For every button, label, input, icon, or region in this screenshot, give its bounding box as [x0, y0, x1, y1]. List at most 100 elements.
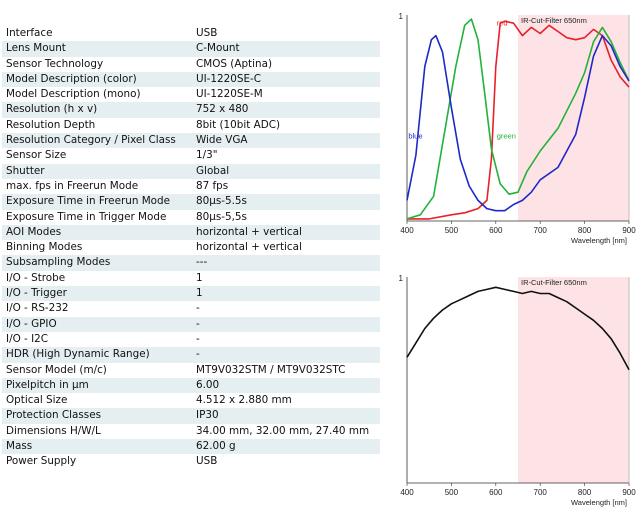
spec-value: USB	[196, 455, 218, 468]
spec-row: Resolution (h x v) 752 x 480	[2, 102, 380, 118]
spec-value: 6.00	[192, 377, 380, 394]
spec-row: max. fps in Freerun Mode 87 fps	[2, 179, 380, 194]
spec-row: Mass 62.00 g	[2, 439, 380, 455]
x-axis-label: Wavelength [nm]	[571, 236, 627, 245]
x-tick-label: 400	[400, 226, 414, 235]
spec-row: I/O - RS-232 -	[2, 301, 380, 316]
spec-key: Dimensions H/W/L	[6, 424, 101, 437]
spec-key: Power Supply	[6, 455, 77, 468]
spec-value: horizontal + vertical	[192, 224, 380, 241]
spec-row: I/O - GPIO -	[2, 316, 380, 332]
spec-key: Exposure Time in Freerun Mode	[2, 194, 192, 210]
x-tick-label: 700	[534, 226, 548, 235]
mono-spectral-chart: IR-Cut-Filter 650nm 1 400 500 600 700 800 900Wa…	[399, 274, 636, 507]
spec-value: C-Mount	[192, 41, 380, 57]
spec-row: Optical Size 4.512 x 2.880 mm	[2, 393, 380, 408]
spec-row: Pixelpitch in µm 6.00	[2, 377, 380, 394]
spec-value: 80µs-5.5s	[192, 194, 380, 210]
spec-row: Exposure Time in Freerun Mode 80µs-5.5s	[2, 194, 380, 210]
series-label: red	[497, 18, 508, 27]
spec-row: Shutter Global	[2, 163, 380, 179]
spec-key: Sensor Model (m/c)	[6, 363, 107, 376]
x-axis-label: Wavelength [nm]	[571, 498, 627, 507]
x-tick-label: 600	[489, 226, 503, 235]
spec-row: Sensor Technology CMOS (Aptina)	[2, 57, 380, 72]
spec-value: -	[196, 332, 200, 345]
spec-row: Model Description (mono) UI-1220SE-M	[2, 87, 380, 102]
spec-row: Power Supply USB	[2, 454, 380, 469]
spec-key: HDR (High Dynamic Range)	[2, 347, 192, 363]
spec-key: Resolution (h x v)	[2, 102, 192, 118]
spec-value: 34.00 mm, 32.00 mm, 27.40 mm	[196, 424, 370, 437]
spec-row: Sensor Size 1/3"	[2, 148, 380, 163]
spec-row: Model Description (color) UI-1220SE-C	[2, 71, 380, 88]
spec-value: ---	[192, 255, 380, 271]
spec-row: I/O - Trigger 1	[2, 286, 380, 302]
spec-key: I/O - RS-232	[6, 302, 69, 315]
spec-value: UI-1220SE-C	[192, 71, 380, 88]
spec-row: Resolution Category / Pixel Class Wide VG…	[2, 133, 380, 149]
spec-value: MT9V032STM / MT9V032STC	[196, 363, 346, 376]
spec-value: 8bit (10bit ADC)	[196, 118, 281, 131]
x-tick-label: 800	[578, 488, 592, 497]
x-tick-label: 400	[400, 488, 414, 497]
spec-row: Exposure Time in Trigger Mode 80µs-5,5s	[2, 210, 380, 225]
x-tick-label: 600	[489, 488, 503, 497]
spec-value: 62.00 g	[192, 439, 380, 455]
spec-value: -	[196, 302, 200, 315]
spec-value: 1/3"	[196, 149, 218, 162]
spec-key: Protection Classes	[2, 408, 192, 424]
spec-value: 80µs-5,5s	[196, 210, 247, 223]
spec-value: -	[192, 347, 380, 363]
spec-row: I/O - I2C -	[2, 332, 380, 347]
spec-row: Interface USB	[2, 26, 380, 41]
spec-key: Model Description (color)	[2, 71, 192, 88]
spec-key: Pixelpitch in µm	[2, 377, 192, 394]
spec-key: Interface	[6, 27, 53, 39]
spec-key: AOI Modes	[2, 224, 192, 241]
x-tick-label: 800	[578, 226, 592, 235]
x-tick-label: 900	[622, 226, 636, 235]
specification-table-body: Interface USB Lens Mount C-Mount Sensor Tech…	[2, 26, 380, 470]
spec-key: Subsampling Modes	[2, 255, 192, 271]
series-line-mono	[406, 286, 630, 371]
x-tick-label: 500	[445, 226, 459, 235]
x-tick-label: 700	[534, 488, 548, 497]
spec-value: 752 x 480	[192, 102, 380, 118]
spec-value: Wide VGA	[192, 133, 380, 149]
spec-key: I/O - Strobe	[6, 271, 66, 284]
ir-cut-filter-band	[518, 15, 629, 221]
filter-band-label: IR-Cut-Filter 650nm	[521, 16, 587, 25]
spec-value: CMOS (Aptina)	[196, 57, 273, 70]
spec-key: I/O - GPIO	[2, 316, 192, 332]
spec-row: AOI Modes horizontal + vertical	[2, 224, 380, 241]
spec-row: Lens Mount C-Mount	[2, 41, 380, 57]
spec-value: Global	[192, 163, 380, 179]
filter-band-label: IR-Cut-Filter 650nm	[521, 278, 587, 287]
spec-row: Subsampling Modes ---	[2, 255, 380, 271]
spec-value: horizontal + vertical	[196, 241, 302, 254]
spec-value: 87 fps	[196, 179, 229, 192]
spec-key: Lens Mount	[2, 41, 192, 57]
spec-value: 1	[196, 271, 203, 284]
series-line-red	[407, 20, 630, 220]
series-label: blue	[408, 132, 422, 141]
spec-key: Binning Modes	[6, 241, 83, 254]
spec-key: Shutter	[2, 163, 192, 179]
spec-key: Exposure Time in Trigger Mode	[6, 210, 167, 223]
spec-row: I/O - Strobe 1	[2, 271, 380, 286]
spec-key: max. fps in Freerun Mode	[6, 179, 139, 192]
spec-value: -	[192, 316, 380, 332]
spec-key: Model Description (mono)	[6, 88, 141, 101]
series-line-green	[406, 18, 630, 220]
ir-cut-filter-band	[518, 277, 629, 483]
spec-row: Binning Modes horizontal + vertical	[2, 240, 380, 255]
x-tick-label: 500	[445, 488, 459, 497]
spec-row: Protection Classes IP30	[2, 408, 380, 424]
spec-row: Sensor Model (m/c) MT9V032STM / MT9V032ST…	[2, 363, 380, 378]
y-tick-label: 1	[399, 274, 404, 283]
specification-table: Interface USB Lens Mount C-Mount Sensor Tech…	[2, 26, 380, 470]
spec-row: HDR (High Dynamic Range) -	[2, 347, 380, 363]
spec-value: USB	[196, 27, 218, 39]
y-tick-label: 1	[399, 12, 404, 21]
